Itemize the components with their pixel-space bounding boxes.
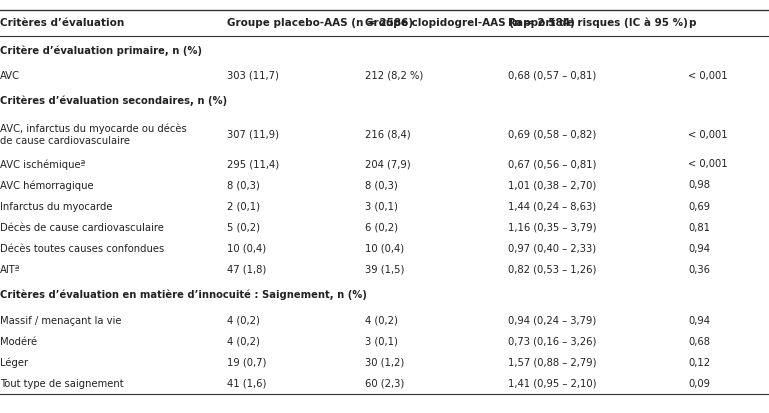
Text: de cause cardiovasculaire: de cause cardiovasculaire — [0, 135, 130, 146]
Text: Critères d’évaluation secondaires, n (%): Critères d’évaluation secondaires, n (%) — [0, 96, 227, 106]
Text: AVC: AVC — [0, 71, 20, 81]
Text: Léger: Léger — [0, 358, 28, 368]
Text: 1,01 (0,38 – 2,70): 1,01 (0,38 – 2,70) — [508, 180, 596, 190]
Text: 3 (0,1): 3 (0,1) — [365, 337, 398, 347]
Text: 0,94: 0,94 — [688, 316, 711, 325]
Text: 0,68 (0,57 – 0,81): 0,68 (0,57 – 0,81) — [508, 71, 596, 81]
Text: AVC ischémiqueª: AVC ischémiqueª — [0, 159, 85, 170]
Text: 0,36: 0,36 — [688, 265, 711, 275]
Text: 307 (11,9): 307 (11,9) — [227, 130, 279, 140]
Text: 204 (7,9): 204 (7,9) — [365, 159, 411, 169]
Text: < 0,001: < 0,001 — [688, 159, 728, 169]
Text: 216 (8,4): 216 (8,4) — [365, 130, 411, 140]
Text: Critère d’évaluation primaire, n (%): Critère d’évaluation primaire, n (%) — [0, 45, 202, 56]
Text: AVC, infarctus du myocarde ou décès: AVC, infarctus du myocarde ou décès — [0, 124, 187, 134]
Text: 0,94 (0,24 – 3,79): 0,94 (0,24 – 3,79) — [508, 316, 596, 325]
Text: Groupe placebo-AAS (n = 2586): Groupe placebo-AAS (n = 2586) — [227, 18, 413, 28]
Text: p: p — [688, 18, 696, 28]
Text: 0,73 (0,16 – 3,26): 0,73 (0,16 – 3,26) — [508, 337, 596, 347]
Text: 0,98: 0,98 — [688, 180, 711, 190]
Text: Modéré: Modéré — [0, 337, 37, 347]
Text: 10 (0,4): 10 (0,4) — [365, 244, 404, 254]
Text: Décès de cause cardiovasculaire: Décès de cause cardiovasculaire — [0, 223, 164, 233]
Text: 60 (2,3): 60 (2,3) — [365, 379, 404, 389]
Text: 0,97 (0,40 – 2,33): 0,97 (0,40 – 2,33) — [508, 244, 596, 254]
Text: Tout type de saignement: Tout type de saignement — [0, 379, 124, 389]
Text: 30 (1,2): 30 (1,2) — [365, 358, 404, 368]
Text: 1,16 (0,35 – 3,79): 1,16 (0,35 – 3,79) — [508, 223, 596, 233]
Text: 1,41 (0,95 – 2,10): 1,41 (0,95 – 2,10) — [508, 379, 596, 389]
Text: 1,44 (0,24 – 8,63): 1,44 (0,24 – 8,63) — [508, 202, 596, 211]
Text: Décès toutes causes confondues: Décès toutes causes confondues — [0, 244, 165, 254]
Text: < 0,001: < 0,001 — [688, 130, 728, 140]
Text: Groupe clopidogrel-AAS (n = 2 584): Groupe clopidogrel-AAS (n = 2 584) — [365, 18, 575, 28]
Text: 4 (0,2): 4 (0,2) — [365, 316, 398, 325]
Text: 19 (0,7): 19 (0,7) — [227, 358, 266, 368]
Text: 212 (8,2 %): 212 (8,2 %) — [365, 71, 424, 81]
Text: 0,69 (0,58 – 0,82): 0,69 (0,58 – 0,82) — [508, 130, 596, 140]
Text: Critères d’évaluation en matière d’innocuité : Saignement, n (%): Critères d’évaluation en matière d’innoc… — [0, 290, 367, 301]
Text: 41 (1,6): 41 (1,6) — [227, 379, 266, 389]
Text: 0,67 (0,56 – 0,81): 0,67 (0,56 – 0,81) — [508, 159, 596, 169]
Text: 0,69: 0,69 — [688, 202, 711, 211]
Text: Infarctus du myocarde: Infarctus du myocarde — [0, 202, 112, 211]
Text: 8 (0,3): 8 (0,3) — [227, 180, 260, 190]
Text: 39 (1,5): 39 (1,5) — [365, 265, 404, 275]
Text: 8 (0,3): 8 (0,3) — [365, 180, 398, 190]
Text: Critères d’évaluation: Critères d’évaluation — [0, 18, 125, 28]
Text: 0,09: 0,09 — [688, 379, 711, 389]
Text: 4 (0,2): 4 (0,2) — [227, 337, 260, 347]
Text: 3 (0,1): 3 (0,1) — [365, 202, 398, 211]
Text: < 0,001: < 0,001 — [688, 71, 728, 81]
Text: 4 (0,2): 4 (0,2) — [227, 316, 260, 325]
Text: Massif / menaçant la vie: Massif / menaçant la vie — [0, 316, 122, 325]
Text: 0,82 (0,53 – 1,26): 0,82 (0,53 – 1,26) — [508, 265, 596, 275]
Text: 6 (0,2): 6 (0,2) — [365, 223, 398, 233]
Text: 0,12: 0,12 — [688, 358, 711, 368]
Text: 1,57 (0,88 – 2,79): 1,57 (0,88 – 2,79) — [508, 358, 596, 368]
Text: 303 (11,7): 303 (11,7) — [227, 71, 278, 81]
Text: 0,94: 0,94 — [688, 244, 711, 254]
Text: Rapport de risques (IC à 95 %): Rapport de risques (IC à 95 %) — [508, 18, 687, 28]
Text: 0,68: 0,68 — [688, 337, 711, 347]
Text: 0,81: 0,81 — [688, 223, 711, 233]
Text: 295 (11,4): 295 (11,4) — [227, 159, 279, 169]
Text: 2 (0,1): 2 (0,1) — [227, 202, 260, 211]
Text: AVC hémorragique: AVC hémorragique — [0, 180, 94, 191]
Text: AITª: AITª — [0, 265, 20, 275]
Text: 47 (1,8): 47 (1,8) — [227, 265, 266, 275]
Text: 10 (0,4): 10 (0,4) — [227, 244, 266, 254]
Text: 5 (0,2): 5 (0,2) — [227, 223, 260, 233]
